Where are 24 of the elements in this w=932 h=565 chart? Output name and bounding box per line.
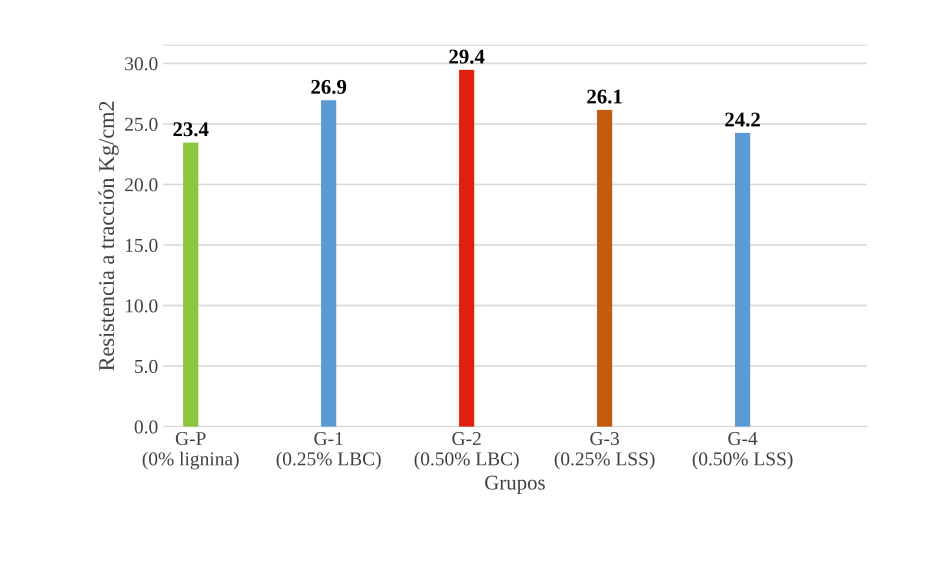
bar — [734, 132, 750, 427]
x-axis-title: Grupos — [485, 476, 545, 494]
x-tick-label: G-2 (0.50% LBC) — [414, 432, 519, 470]
data-label: 29.4 — [449, 50, 484, 64]
x-tick-label: G-3 (0.25% LSS) — [554, 432, 655, 470]
y-tick-label: 30.0 — [125, 57, 158, 70]
x-tick-label: G-1 (0.25% LBC) — [276, 432, 381, 470]
x-tick-label: G-P (0% lignina) — [142, 432, 239, 470]
bar — [183, 142, 198, 427]
y-tick-label: 5.0 — [135, 360, 158, 374]
data-label: 26.1 — [587, 90, 622, 104]
y-tick-label: 25.0 — [125, 118, 158, 131]
y-tick-label: 20.0 — [125, 178, 158, 192]
bar — [321, 100, 336, 427]
x-tick-label: G-4 (0.50% LSS) — [692, 432, 793, 470]
data-label: 24.2 — [725, 112, 760, 127]
bar — [597, 110, 612, 427]
data-label: 23.4 — [173, 122, 209, 136]
data-label: 26.9 — [311, 80, 346, 94]
bar — [459, 70, 474, 427]
y-tick-label: 0.0 — [134, 420, 158, 434]
y-tick-label: 10.0 — [126, 299, 158, 313]
y-tick-label: 15.0 — [126, 238, 158, 252]
y-axis-title: Resistencia a tracción Kg/cm2 — [98, 102, 119, 371]
